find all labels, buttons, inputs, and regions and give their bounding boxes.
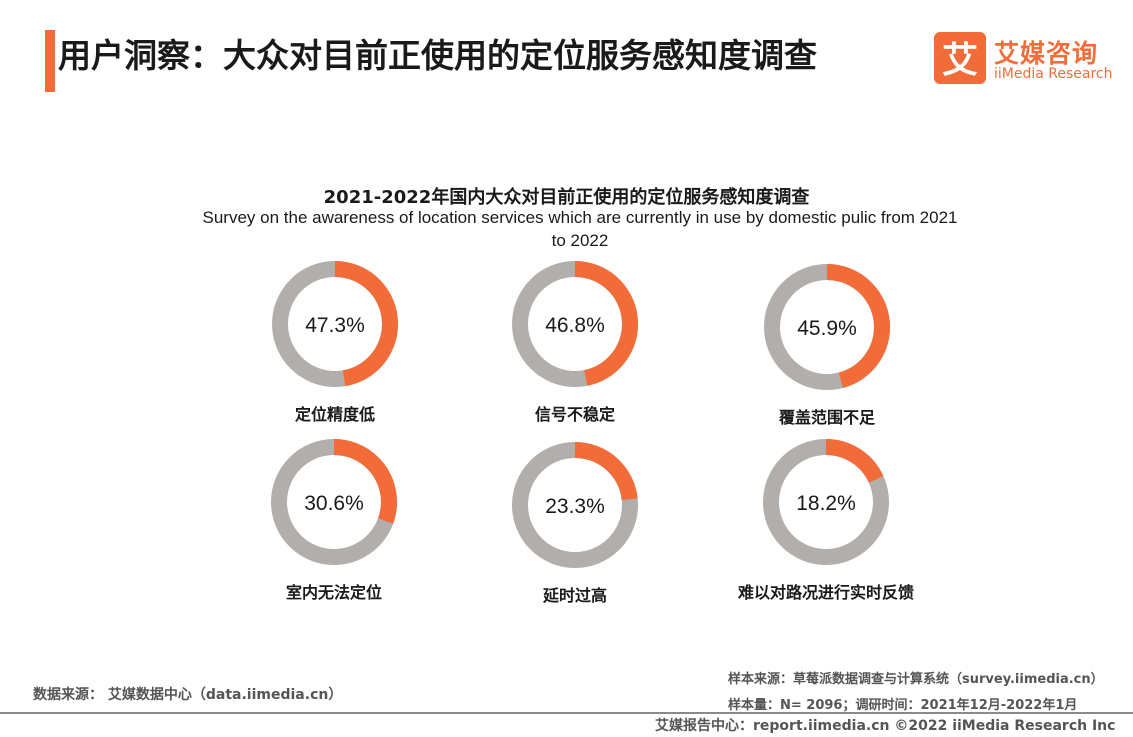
donut-category-label: 室内无法定位	[286, 583, 382, 602]
chart-subtitle: Survey on the awareness of location serv…	[202, 208, 958, 250]
donut-2: 46.8% 信号不稳定	[512, 261, 638, 424]
iimedia-logo: 艾 艾媒咨询 iiMedia Research	[934, 32, 1113, 86]
donut-3: 45.9% 覆盖范围不足	[764, 264, 890, 427]
donut-category-label: 延时过高	[542, 586, 607, 605]
chart-title: 2021-2022年国内大众对目前正使用的定位服务感知度调查	[323, 187, 810, 208]
logo-en-text: iiMedia Research	[994, 66, 1113, 82]
donut-5: 23.3% 延时过高	[512, 442, 638, 605]
donut-value-label: 18.2%	[796, 492, 856, 515]
donut-value-arc	[764, 264, 890, 390]
footer-divider	[0, 712, 1133, 714]
donut-1: 47.3% 定位精度低	[272, 261, 398, 424]
donut-value-arc	[512, 261, 638, 387]
donut-value-arc	[763, 439, 889, 565]
donut-6: 18.2% 难以对路况进行实时反馈	[737, 439, 914, 602]
donut-value-label: 23.3%	[545, 495, 605, 518]
donut-value-label: 30.6%	[304, 492, 364, 515]
donut-value-arc	[271, 439, 397, 565]
title-accent-bar	[45, 30, 55, 92]
donut-4: 30.6% 室内无法定位	[271, 439, 397, 602]
donut-value-label: 47.3%	[305, 314, 365, 337]
donut-category-label: 信号不稳定	[535, 405, 615, 424]
sample-source-text: 样本来源：草莓派数据调查与计算系统（survey.iimedia.cn）	[728, 672, 1104, 687]
data-source-text: 数据来源： 艾媒数据中心（data.iimedia.cn）	[33, 687, 343, 703]
donut-value-label: 46.8%	[545, 314, 605, 337]
donut-category-label: 定位精度低	[294, 405, 375, 424]
sample-size-text: 样本量：N= 2096；调研时间：2021年12月-2022年1月	[728, 698, 1078, 713]
logo-cn-text: 艾媒咨询	[994, 39, 1099, 68]
page-title: 用户洞察：大众对目前正使用的定位服务感知度调查	[58, 36, 817, 75]
donut-category-label: 覆盖范围不足	[778, 408, 876, 427]
report-center-text: 艾媒报告中心：report.iimedia.cn ©2022 iiMedia R…	[655, 718, 1116, 734]
logo-mark-icon: 艾	[934, 32, 986, 84]
donut-category-label: 难以对路况进行实时反馈	[737, 583, 914, 602]
donut-value-arc	[512, 442, 638, 568]
donut-value-label: 45.9%	[797, 317, 857, 340]
donut-value-arc	[272, 261, 398, 387]
logo-mark-text: 艾	[942, 40, 978, 81]
